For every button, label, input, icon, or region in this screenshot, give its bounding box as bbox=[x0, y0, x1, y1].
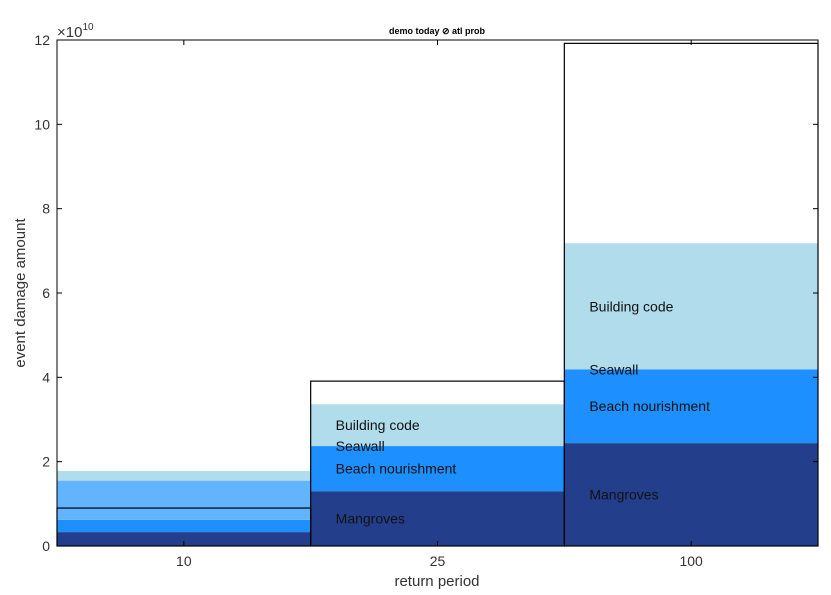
bars-layer bbox=[57, 243, 818, 546]
segment-label: Mangroves bbox=[589, 487, 658, 503]
bar-segment-building-code-10 bbox=[57, 470, 311, 481]
x-axis-label: return period bbox=[394, 573, 479, 590]
segment-labels: Mangroves Beach nourishment Seawall Buildin… bbox=[336, 298, 710, 526]
y-tick-label: 2 bbox=[42, 454, 50, 470]
y-tick-label: 10 bbox=[34, 116, 50, 132]
y-axis-label: event damage amount bbox=[12, 218, 29, 368]
y-tick-label: 6 bbox=[42, 285, 50, 301]
segment-label: Building code bbox=[336, 417, 420, 433]
segment-label: Building code bbox=[589, 298, 673, 314]
y-exponent-power: 10 bbox=[82, 22, 94, 33]
segment-label: Beach nourishment bbox=[336, 461, 457, 477]
bar-segment-mangroves-10 bbox=[57, 532, 311, 546]
y-exponent: ×1010 bbox=[57, 22, 94, 41]
bar-segment-beach-nourishment-10 bbox=[57, 519, 311, 533]
x-tick-label: 10 bbox=[176, 553, 192, 569]
bar-segment-building-code-100 bbox=[564, 243, 818, 370]
chart-title: demo today ⊘ atl prob bbox=[389, 26, 486, 36]
y-tick-label: 4 bbox=[42, 369, 50, 385]
bar-segment-building-code-25 bbox=[310, 404, 565, 447]
segment-label: Beach nourishment bbox=[589, 398, 710, 414]
segment-label: Seawall bbox=[589, 361, 638, 377]
bar-segment-beach-nourishment-25 bbox=[310, 446, 565, 492]
y-tick-label: 12 bbox=[34, 32, 50, 48]
x-axis: 10 25 100 bbox=[176, 40, 703, 569]
y-tick-label: 0 bbox=[42, 538, 50, 554]
bar-segment-beach-nourishment-100 bbox=[564, 369, 818, 444]
bar-segment-mangroves-100 bbox=[564, 443, 818, 546]
x-tick-label: 100 bbox=[679, 553, 703, 569]
bar-segment-seawall-10 bbox=[57, 480, 311, 520]
y-tick-label: 8 bbox=[42, 201, 50, 217]
segment-label: Mangroves bbox=[336, 511, 405, 527]
y-exponent-base: ×10 bbox=[57, 24, 82, 41]
x-tick-label: 25 bbox=[430, 553, 446, 569]
y-axis: 0 2 4 6 8 10 12 bbox=[34, 32, 818, 554]
segment-label: Seawall bbox=[336, 438, 385, 454]
bar-segment-mangroves-25 bbox=[310, 491, 565, 546]
